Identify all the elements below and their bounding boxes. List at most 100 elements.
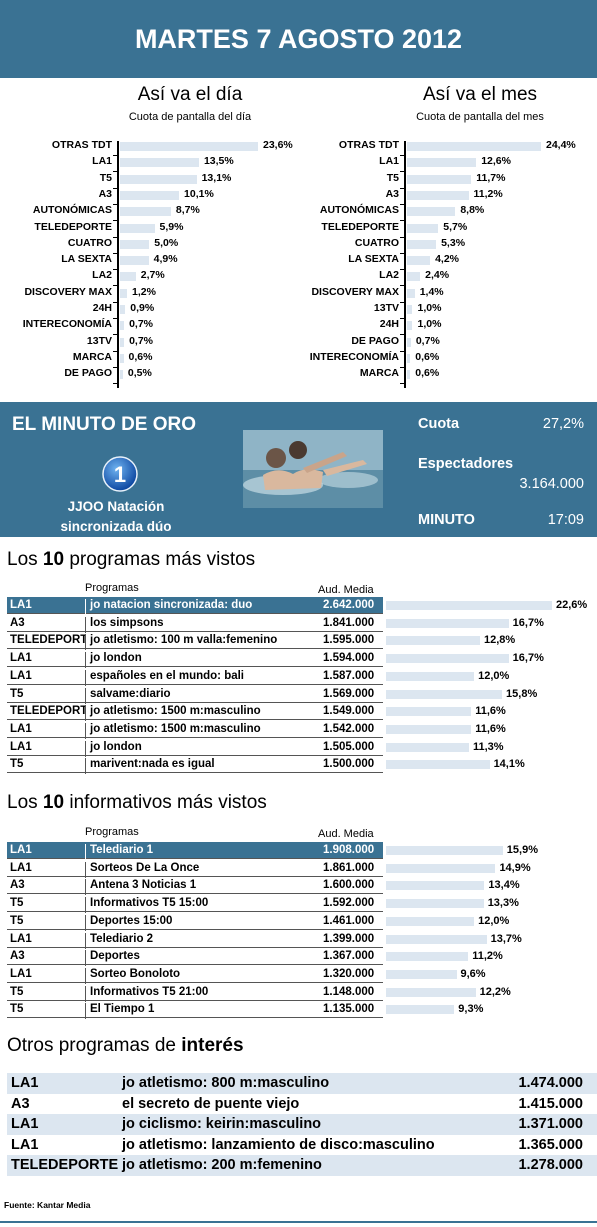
chart-bar [120,256,149,266]
chart-value-label: 0,9% [130,302,155,314]
table-row: LA1 Sorteos De La Once 1.861.000 [7,860,383,878]
page-title: MARTES 7 AGOSTO 2012 [134,24,463,54]
chart-value-label: 1,4% [419,285,444,298]
chart-axis-tick [400,187,405,189]
chart-category-label: CUATRO [67,236,112,249]
chart-bar [407,190,469,200]
share-bar [386,863,496,873]
row-program: salvame:diario [85,687,300,704]
chart-axis-tick [113,236,118,238]
chart-axis-tick [400,269,405,271]
share-bar [386,952,469,962]
chart-value-label: 0,7% [129,318,154,331]
row-channel: T5 [10,758,24,771]
chart-category-label: A3 [385,187,399,200]
chart-category-label: 24H [92,302,112,314]
row-program: Deportes [85,950,300,967]
month-chart-subtitle: Cuota de pantalla del mes [416,111,544,123]
chart-axis-tick [113,366,118,368]
other-channel: A3 [11,1095,30,1112]
chart-category-label: AUTONÓMICAS [32,204,112,217]
chart-bar [407,256,431,266]
day-chart-title: Así va el día [137,84,243,105]
share-value-label: 13,7% [490,932,522,945]
chart-category-label: MARCA [359,367,399,380]
other-program: el secreto de puente viejo [122,1095,300,1112]
minuto-value: 17:09 [547,512,584,528]
chart-value-label: 0,7% [415,334,440,347]
row-audience: 1.600.000 [323,879,375,892]
share-bar [386,742,469,752]
row-audience: 1.594.000 [323,652,375,665]
minuto-label: MINUTO [418,512,475,528]
gold-program: JJOO Natación sincronizada dúo [12,497,220,537]
chart-category-label: INTERECONOMÍA [309,350,399,363]
row-audience: 1.505.000 [323,740,375,753]
chart-bar [120,370,123,380]
top-programs-col-programs: Programas [85,582,139,594]
row-channel: T5 [10,897,24,910]
chart-value-label: 5,0% [154,236,179,249]
la1-logo-icon: 1 [102,456,138,492]
chart-category-label: INTERECONOMÍA [22,318,112,331]
table-row: T5 salvame:diario 1.569.000 [7,686,383,704]
chart-axis-tick [113,350,118,352]
chart-category-label: 24H [379,318,399,331]
row-program: jo natacion sincronizada: duo [85,599,300,615]
row-channel: T5 [10,687,24,700]
row-audience: 1.841.000 [323,616,375,629]
table-row: LA1 jo london 1.505.000 [7,739,383,757]
chart-axis-tick [400,220,405,222]
row-channel: LA1 [10,932,32,945]
other-channel: LA1 [11,1075,39,1091]
chart-value-label: 23,6% [263,139,293,151]
chart-bar [407,370,411,380]
row-channel: TELEDEPORTE [10,634,85,647]
gold-program-line2: sincronizada dúo [60,519,172,534]
table-row: LA1 jo natacion sincronizada: duo 2.642.00… [7,597,383,615]
top-programs-col-aud: Aud. Media [318,584,374,596]
others-title: Otros programas de interés [7,1035,244,1056]
chart-value-label: 2,4% [425,269,450,282]
share-value-label: 11,6% [475,705,506,718]
other-channel: LA1 [11,1116,39,1132]
other-audience: 1.365.000 [518,1136,583,1153]
chart-bar [120,288,128,298]
chart-value-label: 0,6% [415,350,440,363]
table-row: T5 El Tiempo 1 1.135.000 [7,1001,383,1020]
chart-axis-tick [113,269,118,271]
chart-bar [407,353,411,363]
chart-axis-tick [400,383,405,385]
chart-value-label: 0,6% [128,350,153,363]
share-bar [386,601,552,610]
share-bar [386,618,509,628]
chart-value-label: 5,3% [441,236,466,249]
other-channel: TELEDEPORTE [11,1157,119,1173]
row-channel: LA1 [10,669,32,682]
row-audience: 1.461.000 [323,914,375,927]
share-value-label: 11,6% [475,722,506,735]
other-row: A3 el secreto de puente viejo 1.415.000 [7,1094,597,1115]
row-audience: 1.569.000 [323,687,375,700]
chart-bar [407,174,472,184]
share-value-label: 13,4% [488,879,520,892]
chart-category-label: LA SEXTA [348,253,399,266]
table-row: T5 Deportes 15:00 1.461.000 [7,913,383,931]
table-row: A3 Antena 3 Noticias 1 1.600.000 [7,877,383,896]
chart-bar [407,288,415,298]
share-bar [386,636,481,646]
row-audience: 1.148.000 [323,985,375,998]
day-chart-subtitle: Cuota de pantalla del día [128,111,252,123]
chart-axis-tick [113,155,118,156]
chart-bar [120,321,125,331]
row-channel: LA1 [10,967,32,980]
row-program: los simpsons [85,616,300,633]
chart-bar [120,305,126,314]
share-bar [386,724,472,734]
chart-bar [120,223,155,233]
chart-value-label: 1,0% [417,318,442,331]
share-bar [386,671,475,681]
share-bar [386,969,457,979]
row-channel: T5 [10,914,24,927]
